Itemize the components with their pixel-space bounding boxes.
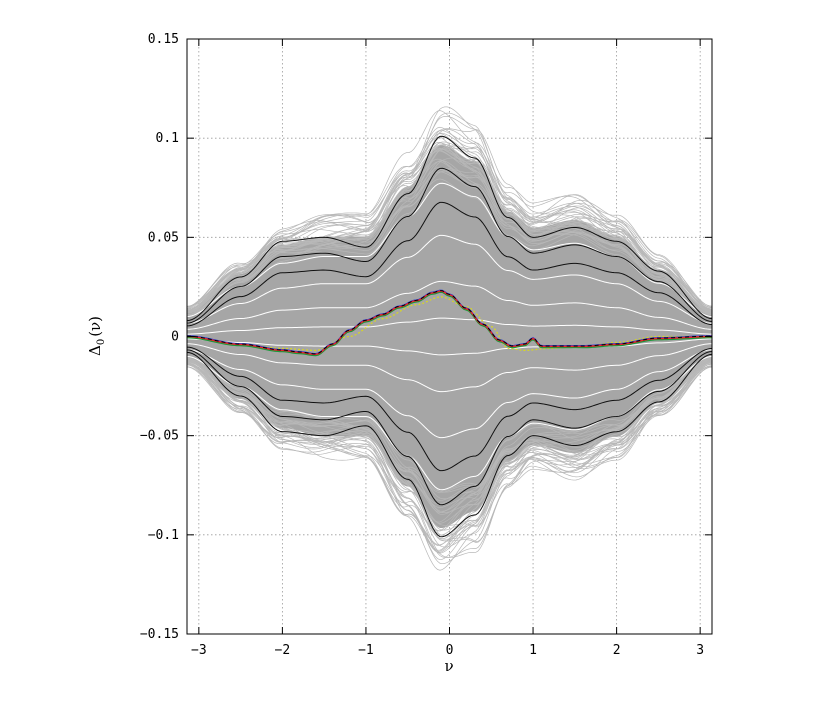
x-tick-label: 2: [613, 643, 621, 658]
y-tick-label: 0.05: [148, 230, 179, 245]
quantile-line: [187, 343, 712, 393]
y-axis-label-symbol: Δ: [86, 345, 104, 356]
x-tick-label: −1: [358, 643, 374, 658]
quantile-line: [187, 349, 712, 439]
plot-area: [187, 106, 712, 571]
realisation-line: [187, 148, 712, 311]
realisation-line: [187, 112, 712, 308]
quantile-line: [187, 317, 712, 335]
realisation-line: [187, 168, 712, 316]
envelope-line: [187, 346, 712, 472]
y-tick-label: 0.15: [148, 32, 179, 47]
realisation-line: [187, 130, 712, 307]
realisation-line: [187, 360, 712, 548]
realisation-line: [187, 357, 712, 492]
envelope-line: [187, 351, 712, 538]
x-tick-label: −3: [191, 643, 207, 658]
observed-green-line: [187, 291, 712, 357]
realisation-line: [187, 363, 712, 546]
realisation-line: [187, 362, 712, 553]
y-tick-label: −0.05: [140, 429, 179, 444]
quantile-line: [187, 338, 712, 356]
y-tick-label: −0.1: [148, 528, 179, 543]
observed-black-dashed-line: [187, 290, 712, 355]
y-axis-label: Δ0 (ν): [86, 316, 107, 356]
realisation-line: [187, 362, 712, 543]
realisation-line: [187, 142, 712, 311]
x-axis-label: ν: [444, 657, 453, 675]
realisation-line: [187, 361, 712, 552]
y-tick-label: −0.15: [140, 627, 179, 642]
realisation-line: [187, 363, 712, 554]
realisation-line: [187, 363, 712, 561]
x-tick-label: −2: [275, 643, 291, 658]
realisation-line: [187, 128, 712, 311]
envelope-line: [187, 135, 712, 322]
realisation-line: [187, 360, 712, 531]
realisation-line: [187, 363, 712, 542]
y-axis-label-argument: (ν): [86, 316, 104, 337]
realisation-line: [187, 147, 712, 313]
quantile-line: [187, 280, 712, 330]
realisation-line: [187, 364, 712, 558]
y-tick-label: 0.1: [156, 131, 179, 146]
axis-ticks: [187, 38, 712, 635]
realisation-line: [187, 141, 712, 312]
y-axis-label-subscript: 0: [96, 339, 107, 345]
envelope-line: [187, 167, 712, 324]
realisation-line: [187, 363, 712, 565]
envelope-line: [187, 201, 712, 327]
realisation-line: [187, 356, 712, 494]
realisation-line: [187, 110, 712, 309]
x-tick-label: 3: [696, 643, 704, 658]
realisation-line: [187, 358, 712, 513]
y-tick-label: 0: [171, 330, 179, 345]
x-tick-label: 1: [529, 643, 537, 658]
realisation-line: [187, 178, 712, 318]
realisation-line: [187, 160, 712, 317]
quantile-line: [187, 234, 712, 324]
tick-labels: −3 −2 −1 0 1 2 3 −0.15 −0.1 −0.05 0 0.05 0.1 0.15: [140, 32, 704, 658]
svg-text:Δ0(ν): Δ0 (ν): [86, 316, 107, 356]
realisation-line: [187, 360, 712, 537]
realisation-line: [187, 167, 712, 314]
envelope-line: [187, 349, 712, 506]
x-tick-label: 0: [446, 643, 454, 658]
realisation-line: [187, 357, 712, 500]
realisation-line: [187, 357, 712, 505]
realisation-line: [187, 363, 712, 571]
gray-band-fill: [187, 144, 712, 529]
yellow-dotted-curve: [187, 296, 712, 351]
